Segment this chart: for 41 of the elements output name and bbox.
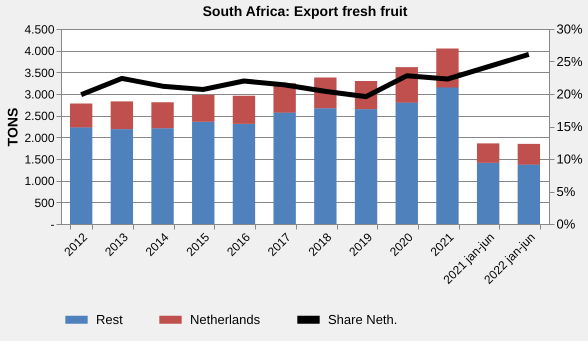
y-tick-label: 4.000	[24, 44, 55, 58]
bar	[518, 144, 540, 165]
bar	[192, 122, 214, 224]
bar	[70, 127, 92, 224]
legend-label: Share Neth.	[328, 312, 398, 327]
y-tick-label: 500	[34, 196, 55, 210]
bar	[110, 129, 134, 224]
y2-tick-label: 20%	[556, 86, 583, 102]
y-axis-title: TONS	[4, 108, 20, 146]
bar	[273, 112, 296, 224]
bar	[110, 101, 134, 130]
y2-tick-label: 0%	[556, 216, 576, 232]
bar	[232, 96, 256, 124]
bar	[396, 102, 418, 224]
legend-label: Rest	[96, 312, 124, 327]
legend-label: Netherlands	[190, 312, 261, 327]
y-tick-label: 3.000	[24, 88, 55, 102]
y-tick-label: 1.500	[24, 152, 55, 166]
y2-tick-label: 5%	[556, 184, 576, 199]
bar	[151, 102, 174, 128]
bar	[354, 109, 378, 224]
bar	[232, 124, 256, 224]
bar	[151, 128, 174, 224]
y-tick-label: 2.500	[24, 109, 55, 124]
y2-tick-label: 30%	[556, 22, 583, 36]
y2-tick-label: 15%	[556, 119, 583, 134]
y-tick-label: 2.000	[24, 130, 55, 145]
y-tick-label: 4.500	[24, 22, 55, 36]
bar	[518, 164, 540, 224]
bar	[476, 162, 500, 224]
y2-tick-label: 25%	[556, 54, 583, 69]
chart-title: South Africa: Export fresh fruit	[202, 3, 408, 19]
y2-tick-label: 10%	[556, 152, 583, 166]
bar	[314, 108, 337, 224]
bar	[476, 143, 500, 163]
y-tick-label: 3.500	[24, 66, 55, 80]
bar	[192, 94, 214, 122]
bar	[70, 104, 92, 128]
y-tick-label: 1.000	[24, 174, 55, 188]
bar	[436, 88, 459, 224]
y-tick-label: -	[50, 218, 54, 232]
